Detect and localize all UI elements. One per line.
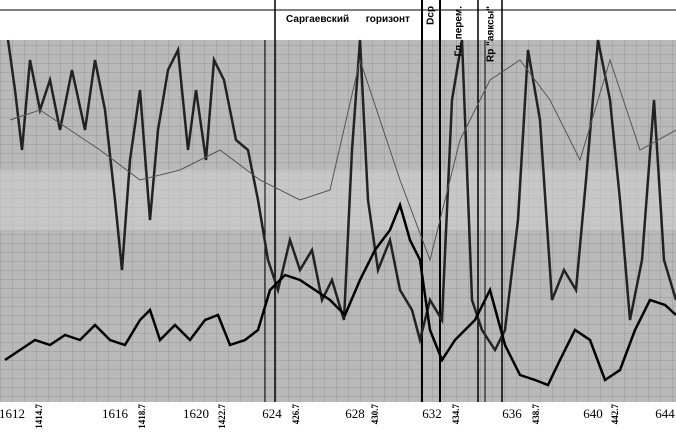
depth-label: 1616 xyxy=(102,406,129,421)
depth-sublabel: 430.7 xyxy=(370,404,380,425)
depth-label: 640 xyxy=(583,406,603,421)
depth-sublabel: 426.7 xyxy=(291,404,301,425)
depth-sublabel: 438.7 xyxy=(531,404,541,425)
depth-label: 1612 xyxy=(0,406,25,421)
column-label: Rp "аяксы" xyxy=(486,6,497,62)
scan-band xyxy=(0,170,676,230)
depth-label: 1620 xyxy=(183,406,209,421)
depth-sublabel: 434.7 xyxy=(451,404,461,425)
depth-sublabel: 1422.7 xyxy=(217,404,227,429)
horizon-label: Саргаевский горизонт xyxy=(286,14,410,25)
depth-sublabel: 1418.7 xyxy=(137,404,147,429)
well-log: Саргаевский горизонт Dср Гл. перем. Rp "ая… xyxy=(0,0,676,432)
column-label: Гл. перем. xyxy=(454,6,465,57)
depth-label: 644 xyxy=(655,406,675,421)
column-label: Dср xyxy=(426,6,437,25)
depth-sublabel: 1414.7 xyxy=(34,404,44,429)
depth-label: 632 xyxy=(422,406,442,421)
depth-label: 624 xyxy=(262,406,282,421)
depth-sublabel: 442.7 xyxy=(610,404,620,425)
depth-label: 636 xyxy=(502,406,522,421)
depth-label: 628 xyxy=(345,406,365,421)
